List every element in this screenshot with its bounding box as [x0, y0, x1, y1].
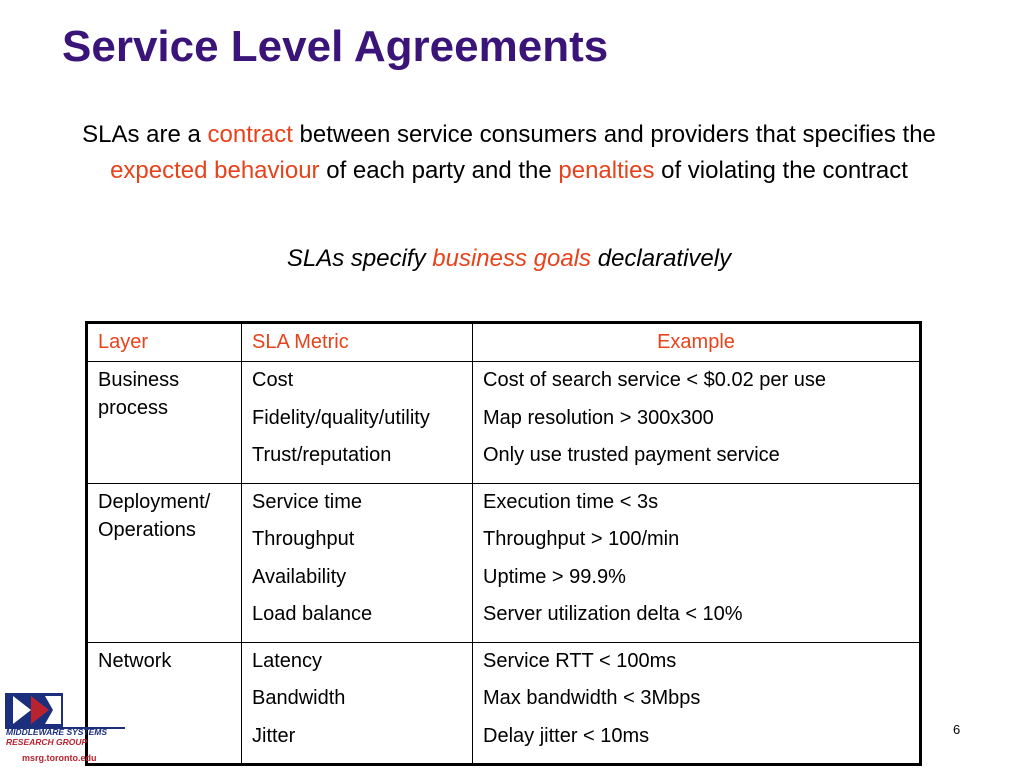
intro-paragraph: SLAs are a contract between service cons…: [70, 117, 948, 189]
intro-highlight-expected-behaviour: expected behaviour: [110, 157, 320, 184]
metric-cell: Service time Throughput Availability Loa…: [241, 482, 473, 643]
logo-text-line1: MIDDLEWARE SYSTEMS: [6, 727, 108, 737]
tagline-text-1: SLAs specify: [286, 245, 433, 272]
metric-item: Availability: [252, 565, 347, 588]
intro-highlight-penalties: penalties: [558, 157, 655, 184]
example-item: Only use trusted payment service: [483, 444, 780, 466]
example-item: Throughput > 100/min: [483, 528, 680, 550]
table-row-business-process: Business process Cost Fidelity/quality/u…: [86, 361, 921, 484]
example-cell: Execution time < 3s Throughput > 100/min…: [472, 482, 921, 643]
metric-item: Latency: [252, 649, 323, 672]
metric-item: Cost: [252, 369, 294, 391]
metric-item: Load balance: [252, 603, 373, 625]
example-item: Max bandwidth < 3Mbps: [483, 687, 701, 709]
intro-highlight-contract: contract: [207, 121, 293, 148]
metric-cell: Latency Bandwidth Jitter: [241, 641, 473, 765]
header-example: Example: [472, 322, 921, 362]
metric-item: Fidelity/quality/utility: [252, 406, 430, 429]
example-item: Server utilization delta < 10%: [483, 603, 743, 625]
table-row-network: Network Latency Bandwidth Jitter Service…: [86, 641, 921, 765]
example-item: Delay jitter < 10ms: [483, 724, 650, 747]
msrg-logo-icon: [5, 693, 125, 729]
intro-text-4: of violating the contract: [654, 157, 908, 184]
header-layer: Layer: [86, 322, 242, 362]
table-header-row: Layer SLA Metric Example: [86, 322, 921, 362]
example-item: Map resolution > 300x300: [483, 406, 714, 429]
logo-text-line2: RESEARCH GROUP: [6, 737, 88, 747]
example-cell: Service RTT < 100ms Max bandwidth < 3Mbp…: [472, 641, 921, 765]
metric-item: Bandwidth: [252, 687, 346, 709]
intro-text-2: between service consumers and providers …: [292, 121, 936, 148]
metric-item: Jitter: [252, 724, 296, 747]
example-item: Uptime > 99.9%: [483, 565, 626, 588]
slide-title: Service Level Agreements: [62, 22, 609, 71]
intro-text-3: of each party and the: [319, 157, 559, 184]
example-item: Execution time < 3s: [483, 490, 659, 513]
metric-item: Trust/reputation: [252, 444, 392, 466]
page-number: 6: [953, 722, 961, 737]
tagline-highlight-business-goals: business goals: [432, 245, 592, 272]
layer-cell: Deployment/ Operations: [86, 482, 242, 643]
logo-url[interactable]: msrg.toronto.edu: [22, 753, 97, 763]
layer-cell: Business process: [86, 361, 242, 484]
intro-text-1: SLAs are a: [82, 121, 208, 148]
layer-cell: Network: [86, 641, 242, 765]
example-item: Service RTT < 100ms: [483, 649, 677, 672]
tagline: SLAs specify business goals declarativel…: [70, 243, 948, 275]
example-item: Cost of search service < $0.02 per use: [483, 369, 826, 391]
sla-table: Layer SLA Metric Example Business proces…: [85, 321, 922, 766]
tagline-text-2: declaratively: [591, 245, 732, 272]
metric-cell: Cost Fidelity/quality/utility Trust/repu…: [241, 361, 473, 484]
metric-item: Throughput: [252, 528, 355, 550]
header-sla-metric: SLA Metric: [241, 322, 473, 362]
table-row-deployment-operations: Deployment/ Operations Service time Thro…: [86, 482, 921, 643]
metric-item: Service time: [252, 490, 363, 513]
example-cell: Cost of search service < $0.02 per use M…: [472, 361, 921, 484]
